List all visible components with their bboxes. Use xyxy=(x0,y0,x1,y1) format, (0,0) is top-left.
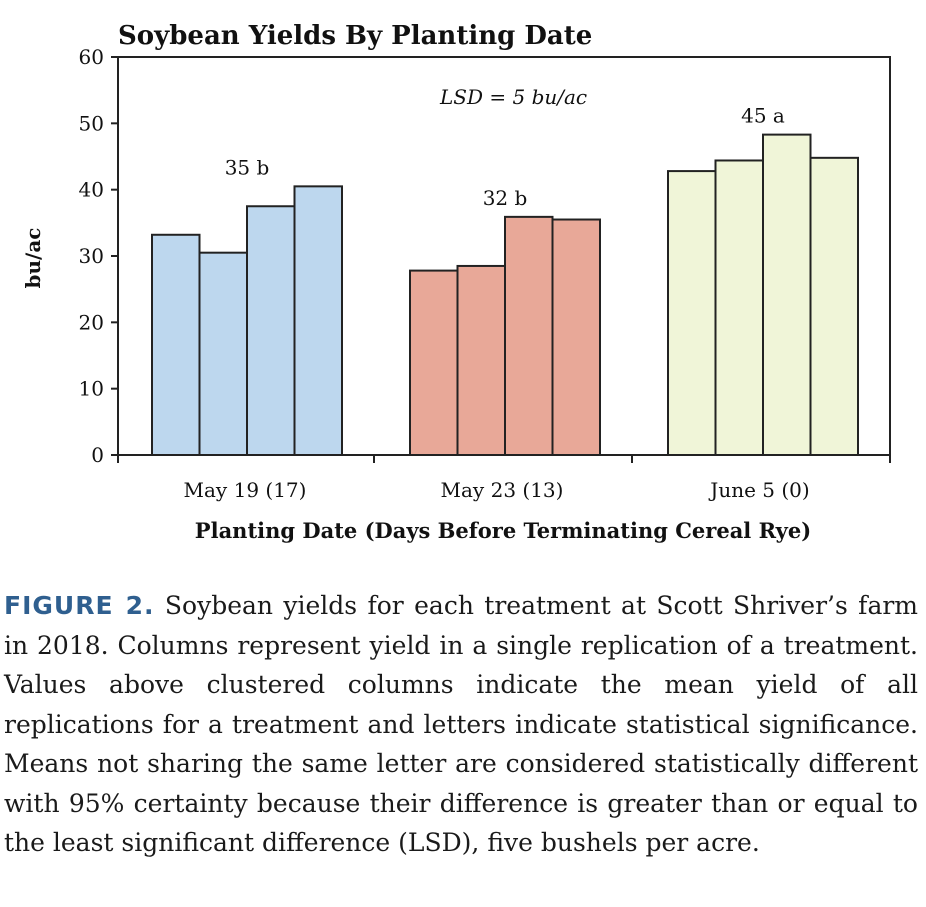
bar xyxy=(198,251,248,456)
lsd-annotation: LSD = 5 bu/ac xyxy=(439,85,587,109)
bar xyxy=(246,205,296,456)
caption-label: FIGURE 2. xyxy=(4,591,155,620)
bar xyxy=(504,215,554,456)
bar xyxy=(456,264,506,457)
bar-chart: Soybean Yields By Planting Date LSD = 5 … xyxy=(21,21,891,543)
x-axis: May 19 (17) May 23 (13) June 5 (0) xyxy=(117,455,891,502)
bar xyxy=(762,133,812,457)
chart-title: Soybean Yields By Planting Date xyxy=(118,21,592,51)
bar xyxy=(409,269,459,456)
bar-series: 35 b 32 b 45 a xyxy=(151,104,859,457)
bar xyxy=(293,185,343,456)
bar xyxy=(809,156,859,456)
bar xyxy=(714,159,764,456)
plot-frame xyxy=(117,56,891,456)
bar xyxy=(151,233,201,456)
y-tick-label: 20 xyxy=(79,310,104,334)
y-axis: 0 10 20 30 40 50 60 xyxy=(79,45,118,467)
x-tick-label: June 5 (0) xyxy=(708,478,809,502)
y-tick-label: 50 xyxy=(79,111,104,135)
bar xyxy=(667,170,717,457)
y-axis-label: bu/ac xyxy=(21,228,45,289)
x-axis-label: Planting Date (Days Before Terminating C… xyxy=(195,518,811,543)
y-tick-label: 10 xyxy=(79,377,104,401)
mean-label: 32 b xyxy=(483,186,528,210)
bar xyxy=(551,218,601,456)
mean-label: 45 a xyxy=(741,104,785,128)
y-tick-label: 0 xyxy=(91,443,104,467)
y-tick-label: 40 xyxy=(79,178,104,202)
y-tick-label: 30 xyxy=(79,244,104,268)
caption-text: Soybean yields for each treatment at Sco… xyxy=(4,591,918,857)
x-tick-label: May 23 (13) xyxy=(441,478,564,502)
y-tick-label: 60 xyxy=(79,45,104,69)
figure-caption: FIGURE 2. Soybean yields for each treatm… xyxy=(4,586,918,863)
x-tick-label: May 19 (17) xyxy=(184,478,307,502)
mean-label: 35 b xyxy=(225,155,270,179)
